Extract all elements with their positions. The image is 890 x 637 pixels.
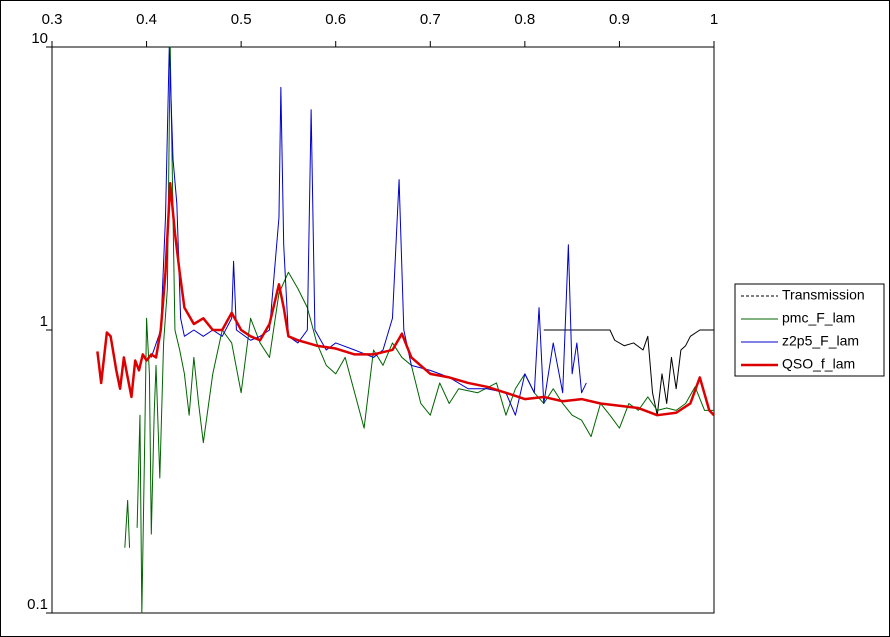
x-tick-label: 0.4	[136, 11, 157, 28]
x-tick-label: 0.8	[514, 11, 535, 28]
series-line	[150, 46, 587, 416]
x-tick-label: 0.9	[609, 11, 630, 28]
x-tick-label: 1	[710, 11, 718, 28]
legend-label: pmc_F_lam	[782, 310, 855, 326]
legend-box	[734, 283, 885, 377]
x-tick-label: 0.5	[231, 11, 252, 28]
legend-label: QSO_f_lam	[782, 356, 855, 372]
series-line	[124, 46, 714, 614]
x-tick-label: 0.6	[325, 11, 346, 28]
legend-label: z2p5_F_lam	[782, 333, 859, 349]
y-tick-label: 10	[31, 30, 48, 47]
x-tick-label: 0.7	[420, 11, 441, 28]
series-line	[543, 329, 714, 416]
x-tick-label: 0.3	[42, 11, 63, 28]
series-line	[96, 182, 715, 417]
y-tick-label: 0.1	[27, 596, 48, 613]
y-tick-label: 1	[40, 313, 48, 330]
legend-label: Transmission	[782, 287, 865, 303]
